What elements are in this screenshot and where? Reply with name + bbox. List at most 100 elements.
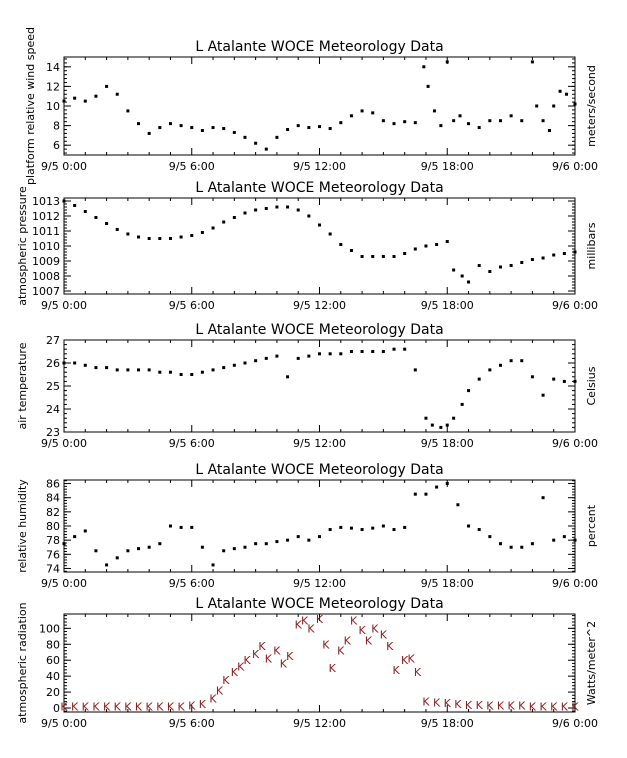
x-tick-label: 9/5 18:00 <box>421 577 474 590</box>
data-point <box>530 258 534 261</box>
panel-2: L Atalante WOCE Meteorology Data 9/5 0:00… <box>16 180 598 312</box>
data-point <box>562 379 566 383</box>
data-point: K <box>252 648 260 661</box>
data-point <box>73 535 77 539</box>
data-point <box>413 368 417 372</box>
data-point <box>562 535 566 539</box>
data-point <box>458 114 462 118</box>
data-point <box>424 416 428 420</box>
data-point <box>562 252 566 255</box>
data-point: K <box>344 634 352 647</box>
data-point: K <box>497 700 505 713</box>
data-point <box>286 205 290 209</box>
data-point <box>509 264 513 267</box>
data-point: K <box>114 700 122 713</box>
data-point <box>573 538 577 542</box>
data-point <box>179 124 183 128</box>
data-point <box>467 524 471 528</box>
data-point: K <box>380 629 388 642</box>
data-point <box>392 528 396 532</box>
data-point <box>222 366 226 370</box>
y-axis-label: platform relative wind speed <box>24 27 37 185</box>
data-point <box>158 370 162 374</box>
data-point <box>137 235 141 239</box>
data-point <box>552 538 556 542</box>
data-point: K <box>539 700 547 713</box>
y-axis-label-right: percent <box>585 504 598 547</box>
data-point: K <box>199 698 207 711</box>
data-point: K <box>307 622 315 635</box>
data-point <box>158 237 162 240</box>
y-tick-label: 1009 <box>32 255 60 268</box>
data-point <box>381 350 385 353</box>
data-point <box>432 109 436 113</box>
data-point <box>243 135 247 139</box>
y-tick-label: 1013 <box>32 195 60 208</box>
y-tick-label: 20 <box>46 686 60 699</box>
data-point <box>381 524 385 528</box>
data-point <box>62 361 66 365</box>
x-tick-label: 9/5 6:00 <box>169 717 215 730</box>
data-point <box>200 129 204 132</box>
data-point <box>62 99 66 103</box>
x-tick-label: 9/5 6:00 <box>169 437 215 450</box>
data-point: K <box>177 700 185 713</box>
chart-title: L Atalante WOCE Meteorology Data <box>195 322 443 338</box>
data-point <box>73 204 77 207</box>
data-point <box>535 104 539 108</box>
data-point <box>243 211 247 215</box>
data-point <box>243 545 247 549</box>
data-point <box>190 373 194 376</box>
panel-5: L Atalante WOCE Meteorology Data 9/5 0:00… <box>16 596 598 730</box>
data-point <box>222 127 226 131</box>
x-tick-label: 9/5 0:00 <box>41 299 87 312</box>
panel-3: L Atalante WOCE Meteorology Data 9/5 0:00… <box>16 322 598 450</box>
data-point: K <box>401 654 409 667</box>
data-point <box>381 255 385 258</box>
data-point: K <box>209 692 217 705</box>
data-point: K <box>508 700 516 713</box>
data-point <box>190 126 194 130</box>
x-tick-label: 9/5 12:00 <box>293 577 346 590</box>
y-tick-label: 6 <box>53 139 60 152</box>
y-tick-label: 80 <box>46 638 60 651</box>
data-point <box>564 92 568 96</box>
data-point <box>254 359 258 363</box>
data-point <box>126 549 130 553</box>
data-point <box>360 528 364 532</box>
data-point <box>413 492 417 496</box>
data-point <box>275 205 279 209</box>
data-point <box>426 84 430 88</box>
data-point: K <box>433 696 441 709</box>
data-point <box>286 538 290 542</box>
data-point <box>168 237 172 240</box>
data-point <box>509 114 513 118</box>
data-point: K <box>60 700 68 713</box>
data-point: K <box>465 699 473 712</box>
data-point <box>296 356 300 360</box>
data-point: K <box>222 674 230 687</box>
data-point <box>264 207 268 210</box>
data-point <box>307 214 311 218</box>
y-tick-label: 1007 <box>32 285 60 298</box>
data-point <box>179 235 183 239</box>
y-tick-label: 1010 <box>32 240 60 253</box>
data-point <box>339 525 343 529</box>
data-point <box>105 222 109 225</box>
data-point: K <box>350 614 358 627</box>
data-point <box>275 540 279 544</box>
x-tick-label: 9/5 18:00 <box>421 437 474 450</box>
data-point <box>477 377 481 381</box>
chart-title: L Atalante WOCE Meteorology Data <box>195 462 443 478</box>
data-point: K <box>329 662 337 675</box>
data-point <box>371 526 375 530</box>
data-point <box>94 216 98 219</box>
chart-title: L Atalante WOCE Meteorology Data <box>195 596 443 612</box>
data-point <box>439 425 443 429</box>
data-point: K <box>386 640 394 653</box>
data-point: K <box>518 700 526 713</box>
data-point <box>403 120 407 124</box>
x-tick-label: 9/5 0:00 <box>41 160 87 173</box>
data-point <box>264 542 268 546</box>
data-point <box>158 542 162 546</box>
